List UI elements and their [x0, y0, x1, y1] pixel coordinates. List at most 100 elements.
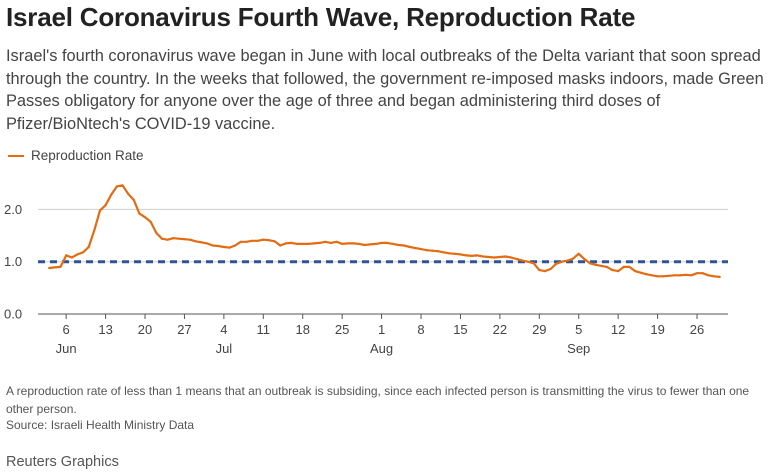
data-point — [262, 238, 265, 241]
data-point — [127, 192, 130, 195]
data-point — [312, 242, 316, 245]
data-point — [87, 245, 90, 249]
x-tick-label: 27 — [177, 322, 191, 337]
data-point — [121, 184, 124, 187]
legend-label: Reproduction Rate — [31, 148, 144, 163]
data-point — [324, 240, 327, 243]
data-point — [419, 248, 423, 251]
data-point — [650, 274, 654, 277]
legend-line-swatch — [8, 154, 24, 157]
data-point — [155, 231, 158, 234]
data-point — [453, 252, 456, 255]
data-point — [296, 242, 299, 245]
data-point — [205, 242, 209, 245]
data-point — [284, 242, 287, 245]
data-point — [521, 259, 524, 262]
data-point — [532, 262, 535, 265]
data-point — [397, 243, 400, 247]
y-tick-label: 1.0 — [4, 254, 22, 269]
data-point — [470, 254, 473, 257]
data-point — [267, 239, 270, 242]
footnote: A reproduction rate of less than 1 means… — [6, 384, 750, 416]
chart-subtitle: Israel's fourth coronavirus wave began i… — [6, 47, 764, 133]
data-point — [577, 252, 580, 255]
data-point — [538, 269, 541, 272]
data-point — [425, 249, 428, 252]
x-month-label: Sep — [567, 341, 590, 356]
data-point — [217, 244, 220, 248]
data-point — [346, 242, 349, 245]
data-point — [160, 237, 163, 240]
data-point — [245, 240, 248, 243]
data-point — [115, 185, 118, 188]
data-point — [307, 242, 310, 245]
x-tick-label: 13 — [98, 322, 112, 337]
data-point — [301, 242, 304, 245]
x-tick-label: 22 — [493, 322, 507, 337]
data-point — [76, 253, 79, 256]
data-point — [448, 252, 451, 255]
data-point — [318, 241, 321, 244]
data-point — [98, 209, 102, 212]
x-tick-label: 20 — [138, 322, 152, 337]
source-note: Source: Israeli Health Ministry Data — [6, 418, 195, 432]
data-point — [543, 270, 547, 273]
data-point — [279, 244, 282, 247]
data-point — [352, 242, 355, 245]
x-tick-label: 12 — [611, 322, 625, 337]
data-point — [431, 249, 434, 252]
data-point — [93, 229, 96, 232]
data-point — [200, 241, 203, 244]
data-point — [442, 251, 445, 254]
data-point — [605, 265, 609, 268]
data-point — [189, 238, 192, 241]
data-point — [611, 269, 614, 272]
x-month-label: Jul — [216, 341, 233, 356]
data-point — [166, 238, 169, 241]
data-point — [369, 243, 372, 246]
data-point — [194, 240, 197, 243]
data-point — [358, 242, 361, 245]
data-point — [684, 273, 687, 276]
x-tick-label: 15 — [453, 322, 467, 337]
x-tick-label: 26 — [690, 322, 704, 337]
data-point — [701, 272, 704, 275]
data-point — [656, 275, 659, 278]
data-point — [65, 254, 68, 257]
data-point — [628, 265, 631, 268]
data-point — [566, 259, 569, 262]
data-point — [707, 274, 710, 277]
data-point — [679, 274, 682, 277]
x-tick-label: 29 — [532, 322, 546, 337]
data-point — [481, 255, 485, 258]
data-point — [329, 241, 332, 244]
data-point — [380, 241, 383, 244]
data-point — [239, 240, 242, 243]
data-point — [48, 266, 51, 270]
x-tick-label: 6 — [63, 322, 70, 337]
data-point — [222, 245, 225, 249]
x-tick-label: 4 — [220, 322, 227, 337]
data-point — [290, 241, 293, 244]
x-tick-label: 1 — [378, 322, 385, 337]
data-point — [256, 239, 259, 242]
data-point — [583, 258, 586, 261]
data-point — [70, 256, 73, 259]
data-point — [549, 267, 552, 271]
x-tick-label: 5 — [575, 322, 582, 337]
data-point — [110, 193, 113, 196]
data-point — [588, 262, 592, 265]
data-point — [667, 274, 671, 277]
data-point — [143, 216, 147, 219]
data-point — [498, 255, 501, 259]
legend: Reproduction Rate — [8, 148, 144, 163]
x-month-label: Aug — [370, 341, 393, 356]
data-point — [459, 253, 462, 256]
data-point — [510, 256, 513, 259]
data-point — [391, 242, 394, 245]
data-point — [695, 272, 699, 275]
data-point — [414, 247, 417, 250]
x-month-label: Jun — [56, 341, 77, 356]
data-point — [690, 274, 693, 277]
data-point — [132, 198, 135, 202]
